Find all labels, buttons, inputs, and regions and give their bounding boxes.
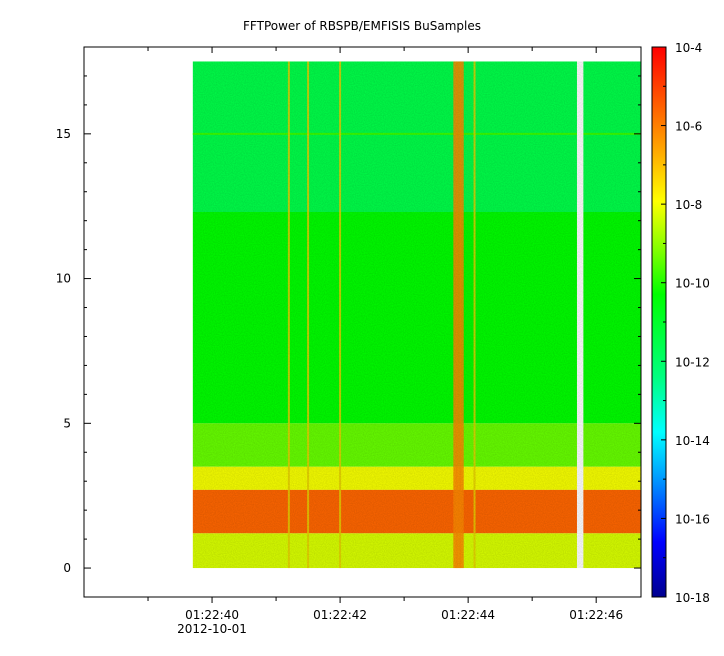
x-tick-label: 01:22:44 [441,608,495,622]
noise-overlay [192,61,641,569]
y-tick-label: 5 [63,416,71,430]
colorbar-tick-label: 10-12 [675,355,710,369]
y-tick-label: 15 [56,127,71,141]
x-tick-label: 01:22:46 [569,608,623,622]
x-tick-label: 01:22:40 [185,608,239,622]
plot-area [192,47,641,597]
y-tick-label: 0 [63,561,71,575]
colorbar-tick-label: 10-10 [675,277,710,291]
chart-title: FFTPower of RBSPB/EMFISIS BuSamples [243,19,481,33]
y-tick-label: 10 [56,272,71,286]
colorbar-tick-label: 10-8 [675,198,702,212]
x-tick-date-label: 2012-10-01 [177,622,247,636]
y-axis: 0 5 10 15 [56,75,641,575]
colorbar-tick-label: 10-4 [675,41,702,55]
colorbar-tick-label: 10-18 [675,591,710,605]
colorbar-tick-label: 10-16 [675,512,710,526]
plot-frame [83,46,642,598]
colorbar-axis: 10-4 10-6 10-8 10-10 10-12 10-14 10-16 10-18 [661,41,710,605]
colorbar-tick-label: 10-6 [675,120,702,134]
x-tick-label: 01:22:42 [313,608,367,622]
colorbar-tick-label: 10-14 [675,434,710,448]
